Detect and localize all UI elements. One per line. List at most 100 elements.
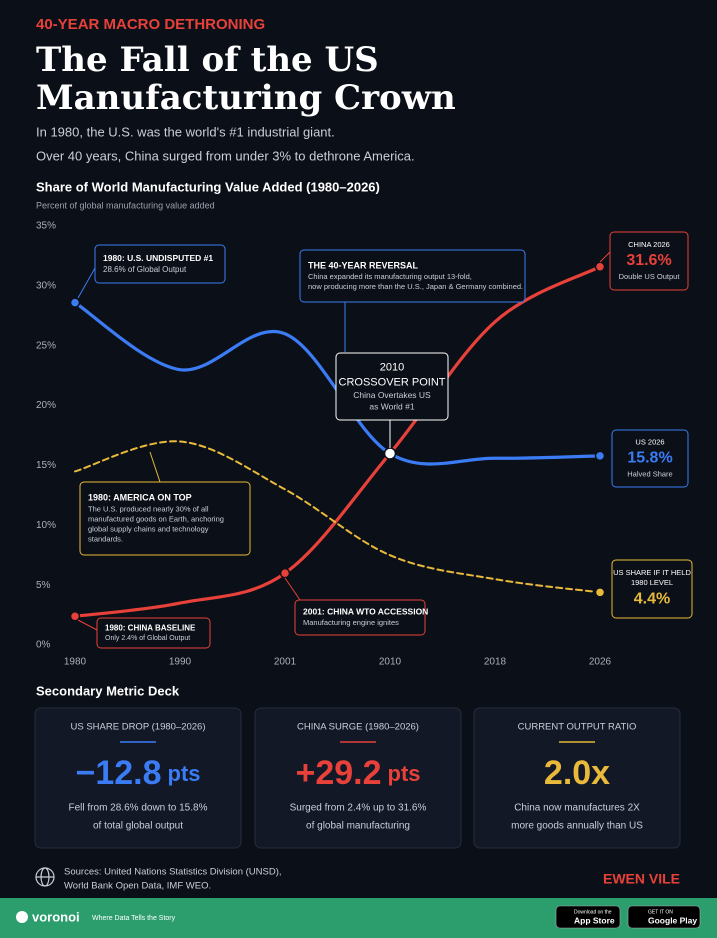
metric-card: CHINA SURGE (1980–2026) +29.2 pts Surged fr…	[254, 707, 462, 849]
annotation-box	[294, 599, 426, 636]
series-line	[74, 440, 601, 594]
source: World Bank Open Data, IMF WEO.	[64, 881, 211, 892]
annotation-text: 31.6%	[626, 252, 671, 269]
plot: 0%5%10%15%20%25%30%35%1980 1990 2001 2010 20…	[36, 221, 612, 668]
kicker: 40-YEAR MACRO DETHRONING	[36, 16, 265, 33]
logo-mark	[16, 911, 28, 923]
card-box	[473, 707, 681, 849]
globe-icon	[35, 867, 55, 887]
annotation-text: 1980 LEVEL	[631, 578, 673, 587]
metric-cards: US SHARE DROP (1980–2026) −12.8 pts Fell fr…	[34, 707, 681, 849]
card-desc: more goods annually than US	[511, 821, 643, 832]
annotation-text: US 2026	[635, 438, 664, 447]
badge-caption: Download on the	[574, 909, 612, 915]
card-value: +29.2 pts	[295, 754, 420, 792]
badge[interactable]: GET IT ON Google Play	[627, 905, 701, 929]
author: EWEN VILE	[603, 871, 680, 887]
point-marker	[69, 611, 81, 622]
x-tick-label: 2010	[379, 657, 402, 668]
annotation-text: Double US Output	[619, 272, 681, 281]
card-number: −12.8	[75, 754, 161, 792]
card-desc: China now manufactures 2X	[514, 803, 640, 814]
card-desc: Fell from 28.6% down to 15.8%	[69, 803, 208, 814]
metric-card: US SHARE DROP (1980–2026) −12.8 pts Fell fr…	[34, 707, 242, 849]
point-marker	[594, 261, 606, 272]
x-tick-label: 2001	[274, 657, 297, 668]
annotation-text: 28.6% of Global Output	[103, 265, 187, 274]
annotation-text: 1980: AMERICA ON TOP	[88, 493, 192, 503]
annotation-box	[611, 429, 689, 488]
annotation-text: 15.8%	[627, 450, 672, 467]
annotation: US 2026 15.8% Halved Share	[611, 429, 689, 488]
connector	[149, 451, 161, 483]
badge-caption: GET IT ON	[648, 909, 673, 915]
card-desc: of global manufacturing	[306, 821, 410, 832]
card-desc: of total global output	[93, 821, 183, 832]
series-line	[73, 301, 602, 466]
annotation-text: China expanded its manufacturing output …	[308, 272, 472, 281]
annotation-text: 1980: U.S. UNDISPUTED #1	[103, 253, 213, 263]
annotation-text: 1980: CHINA BASELINE	[105, 623, 196, 632]
y-tick-label: 20%	[36, 400, 56, 411]
brand: voronoi	[32, 909, 80, 924]
annotation-text: US SHARE IF IT HELD	[613, 568, 691, 577]
series-line	[73, 265, 602, 618]
crossover-marker	[383, 447, 397, 460]
card-number: 2.0x	[544, 754, 610, 792]
annotation-text: THE 40-YEAR REVERSAL	[308, 260, 419, 270]
connector	[599, 251, 611, 263]
annotation-text: standards.	[88, 535, 123, 544]
annotation-box	[299, 249, 526, 303]
title: Manufacturing Crown	[36, 78, 456, 118]
card-value: 2.0x	[544, 754, 610, 792]
point-marker	[594, 450, 606, 462]
connector	[284, 577, 301, 601]
y-tick-label: 35%	[36, 221, 56, 232]
annotation-text: now producing more than the U.S., Japan …	[308, 282, 523, 291]
annotation-box	[79, 481, 251, 556]
card-unit: pts	[388, 761, 421, 786]
annotation-text: CHINA 2026	[628, 240, 670, 249]
annotation-box	[96, 617, 211, 649]
y-tick-label: 15%	[36, 460, 56, 471]
y-tick-label: 0%	[36, 640, 51, 651]
annotation-text: The U.S. produced nearly 30% of all	[88, 504, 209, 513]
annotation-text: China Overtakes US	[353, 390, 431, 400]
card-value: −12.8 pts	[75, 754, 200, 792]
title: The Fall of the US	[36, 40, 379, 80]
card-box	[254, 707, 462, 849]
annotation: CHINA 2026 31.6% Double US Output	[609, 231, 689, 291]
y-tick-label: 30%	[36, 280, 56, 291]
annotations: 1980: U.S. UNDISPUTED #1 28.6% of Global …	[79, 231, 693, 649]
badge-name: App Store	[574, 915, 615, 925]
chart-title: Share of World Manufacturing Value Added…	[36, 179, 380, 194]
point-marker	[279, 567, 291, 579]
tagline: Where Data Tells the Story	[92, 915, 176, 922]
connector	[77, 267, 96, 299]
card-label: CHINA SURGE (1980–2026)	[297, 722, 419, 733]
annotation: THE 40-YEAR REVERSAL China expanded its m…	[299, 249, 526, 303]
metric-card: CURRENT OUTPUT RATIO 2.0x China now manufa…	[473, 707, 681, 849]
connector	[77, 619, 98, 631]
annotation-text: as World #1	[369, 401, 414, 411]
point-marker	[594, 587, 606, 598]
connectors	[77, 251, 611, 631]
annotation-text: global supply chains and technology	[88, 525, 209, 534]
annotation-text: 4.4%	[634, 590, 670, 607]
annotation: 1980: CHINA BASELINE Only 2.4% of Global …	[96, 617, 211, 649]
card-number: +29.2	[295, 754, 381, 792]
annotation-text: 2001: CHINA WTO ACCESSION	[303, 607, 428, 617]
badge[interactable]: Download on the App Store	[555, 905, 621, 929]
annotation-text: 2010	[380, 362, 404, 374]
x-tick-label: 1990	[169, 657, 192, 668]
annotation-text: Halved Share	[627, 469, 672, 478]
y-tick-label: 25%	[36, 340, 56, 351]
card-label: US SHARE DROP (1980–2026)	[71, 722, 206, 733]
card-desc: Surged from 2.4% up to 31.6%	[290, 803, 427, 814]
point-marker	[69, 297, 81, 308]
source: Sources: United Nations Statistics Divis…	[64, 867, 282, 878]
